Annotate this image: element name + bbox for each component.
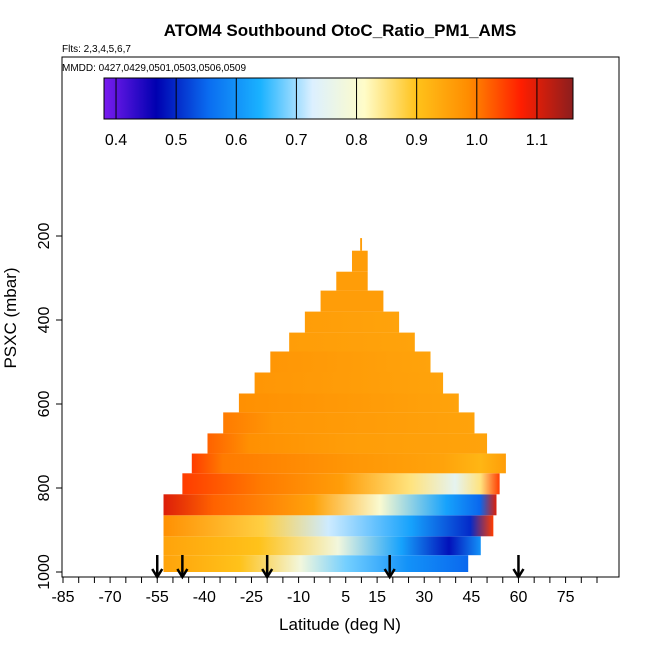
chart-title: ATOM4 Southbound OtoC_Ratio_PM1_AMS	[164, 21, 517, 40]
y-axis-label: PSXC (mbar)	[1, 267, 20, 368]
colorbar-tick-label: 0.8	[345, 132, 367, 149]
y-tick-label: 200	[36, 223, 53, 250]
data-layer	[336, 271, 368, 291]
data-layer	[304, 311, 400, 333]
data-layer	[182, 473, 500, 495]
x-tick-label: 15	[368, 589, 386, 606]
x-tick-label: -70	[99, 589, 122, 606]
data-layer	[270, 351, 431, 373]
x-tick-label: 45	[462, 589, 480, 606]
colorbar-gradient	[103, 77, 574, 120]
x-tick-label: -55	[146, 589, 169, 606]
colorbar-tick-label: 0.9	[406, 132, 428, 149]
colorbar: 0.4 0.5 0.6 0.7 0.8 0.9 1.0 1.1	[103, 77, 574, 149]
y-tick-label: 800	[36, 475, 53, 502]
x-tick-label: -25	[240, 589, 263, 606]
profile-arrows	[151, 555, 525, 580]
profile-arrow	[151, 555, 164, 580]
x-tick-label: 60	[510, 589, 528, 606]
y-tick-label: 1000	[36, 554, 53, 590]
x-tick-label: 30	[415, 589, 433, 606]
x-tick-label: 75	[557, 589, 575, 606]
colorbar-tick-label: 0.6	[225, 132, 247, 149]
data-layer	[191, 453, 506, 474]
data-layer	[163, 515, 494, 537]
x-tick-label: -40	[193, 589, 216, 606]
mmdd-label: MMDD: 0427,0429,0501,0503,0506,0509	[62, 63, 246, 74]
x-tick-label: -85	[51, 589, 74, 606]
data-layer	[163, 494, 497, 516]
y-tick-label: 600	[36, 391, 53, 418]
colorbar-tick-label: 1.1	[526, 132, 548, 149]
data-layer	[320, 290, 384, 312]
colorbar-tick-label: 1.0	[466, 132, 488, 149]
flights-label: Flts: 2,3,4,5,6,7	[62, 44, 131, 55]
data-layer	[223, 412, 475, 434]
colorbar-tick-label: 0.7	[285, 132, 307, 149]
data-layer	[351, 250, 368, 272]
data-layer	[254, 372, 444, 394]
x-tick-label: 5	[341, 589, 350, 606]
data-layer	[238, 393, 459, 413]
colorbar-tick-label: 0.5	[165, 132, 187, 149]
y-tick-label: 400	[36, 307, 53, 334]
data-layer	[289, 332, 415, 352]
data-layers	[163, 238, 506, 572]
y-axis: 200 400 600 800 1000	[36, 223, 63, 590]
x-axis: -85 -70 -55 -40 -25 -10 5 15 30 45 60 75	[51, 576, 619, 606]
profile-arrow	[383, 555, 396, 580]
profile-arrow	[176, 555, 189, 580]
data-layer	[207, 433, 488, 454]
data-layer	[360, 238, 363, 251]
x-tick-label: -10	[287, 589, 310, 606]
profile-arrow	[261, 555, 274, 580]
profile-arrow	[512, 555, 525, 580]
x-axis-label: Latitude (deg N)	[279, 615, 401, 634]
data-layer	[163, 555, 469, 572]
data-layer	[163, 536, 481, 556]
colorbar-tick-label: 0.4	[105, 132, 127, 149]
